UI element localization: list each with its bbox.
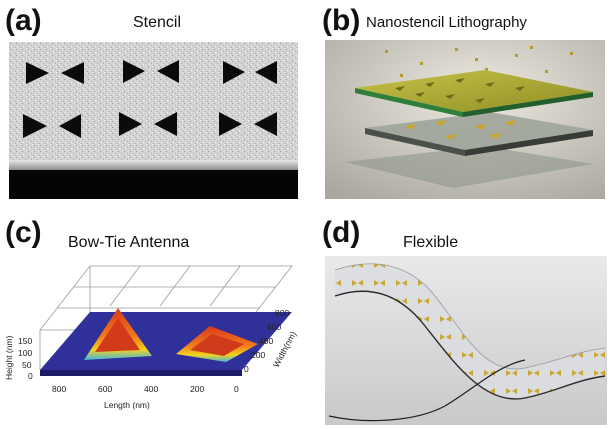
width-tick-400: 400 <box>259 336 273 346</box>
panel-c-title: Bow-Tie Antenna <box>68 234 190 251</box>
height-tick-50: 50 <box>22 360 32 370</box>
panel-d-title: Flexible <box>403 234 459 251</box>
height-tick-100: 100 <box>18 348 32 358</box>
width-axis-label: Width(nm) <box>271 329 298 368</box>
panel-d-letter: (d) <box>322 216 361 249</box>
width-tick-800: 800 <box>275 308 289 318</box>
panel-a-letter: (a) <box>5 4 42 37</box>
width-tick-200: 200 <box>251 350 265 360</box>
width-tick-600: 600 <box>267 322 281 332</box>
panel-b-letter: (b) <box>322 4 361 37</box>
length-axis-label: Length (nm) <box>104 400 150 410</box>
panel-a-title: Stencil <box>133 14 182 31</box>
stencil-micrograph <box>9 42 298 199</box>
height-axis-label: Height (nm) <box>4 335 14 380</box>
height-tick-0: 0 <box>28 371 33 381</box>
panel-c-letter: (c) <box>5 216 42 249</box>
length-tick-800: 800 <box>52 384 66 394</box>
panel-b-title: Nanostencil Lithography <box>366 14 527 31</box>
length-tick-400: 400 <box>144 384 158 394</box>
flexible-substrate-photo <box>325 256 607 425</box>
bowtie-height-map: Height (nm) 150 100 50 0 800 600 400 200… <box>0 252 305 427</box>
width-tick-0: 0 <box>244 364 249 374</box>
length-tick-0: 0 <box>234 384 239 394</box>
length-tick-200: 200 <box>190 384 204 394</box>
lithography-illustration <box>325 40 605 199</box>
height-tick-150: 150 <box>18 336 32 346</box>
length-tick-600: 600 <box>98 384 112 394</box>
